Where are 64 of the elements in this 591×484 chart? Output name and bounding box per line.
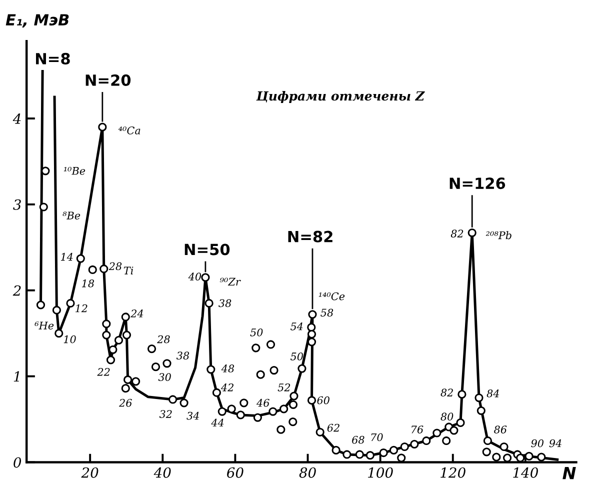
annotation: 60 bbox=[317, 396, 330, 404]
annotation: 94 bbox=[549, 439, 562, 448]
y-tick-label: 2 bbox=[12, 285, 21, 296]
annotation: 26 bbox=[118, 398, 132, 407]
annotation: ²⁰⁸Pb bbox=[486, 231, 512, 240]
annotation: 54 bbox=[290, 322, 303, 330]
annotation: 10 bbox=[64, 335, 76, 344]
y-axis-title: E₁, МэВ bbox=[6, 14, 69, 28]
annotation: 28 bbox=[108, 262, 122, 270]
x-tick-label: 100 bbox=[368, 467, 393, 478]
annotation: 44 bbox=[211, 418, 224, 426]
annotation: N=82 bbox=[288, 230, 332, 242]
annotation: 80 bbox=[440, 412, 454, 421]
annotation: 50 bbox=[250, 328, 263, 336]
annotation: 58 bbox=[320, 308, 334, 317]
annotation: Цифрами отмечены Z bbox=[256, 90, 425, 104]
x-tick-label: 120 bbox=[440, 467, 466, 478]
annotation: 70 bbox=[371, 433, 383, 442]
x-tick-label: 40 bbox=[154, 467, 171, 478]
annotation: ⁹⁰Zr bbox=[220, 278, 241, 286]
x-tick-label: 60 bbox=[227, 467, 244, 478]
annotation: ⁴⁰Ca bbox=[118, 126, 140, 134]
x-tick-label: 80 bbox=[299, 467, 316, 478]
annotation: ⁸Be bbox=[62, 212, 80, 220]
annotation: 12 bbox=[75, 304, 88, 312]
annotation: 22 bbox=[97, 368, 110, 376]
y-tick-label: 1 bbox=[14, 371, 19, 382]
annotation: 84 bbox=[486, 389, 500, 398]
annotation: 86 bbox=[494, 426, 507, 434]
x-tick-label: 140 bbox=[513, 467, 538, 478]
annotation: ¹⁴⁰Ce bbox=[318, 292, 345, 300]
annotation: 18 bbox=[82, 279, 94, 288]
annotation: Ti bbox=[124, 266, 134, 274]
annotation: N=8 bbox=[36, 52, 70, 64]
annotation: 82 bbox=[450, 230, 464, 238]
annotation: 34 bbox=[186, 412, 199, 420]
annotation: 40 bbox=[188, 272, 202, 280]
y-tick-label: 0 bbox=[14, 457, 22, 468]
annotation: N=20 bbox=[86, 74, 131, 86]
annotation: 48 bbox=[221, 364, 234, 372]
annotation: 32 bbox=[159, 410, 172, 418]
annotation: 50 bbox=[290, 352, 303, 360]
annotation: N=126 bbox=[450, 178, 506, 190]
x-tick-label: 20 bbox=[81, 467, 98, 478]
annotation: 24 bbox=[130, 310, 144, 318]
annotation: 30 bbox=[158, 373, 171, 382]
annotation: 42 bbox=[220, 383, 234, 392]
annotation: 52 bbox=[278, 383, 290, 392]
annotation: 38 bbox=[176, 352, 190, 360]
y-tick-label: 3 bbox=[13, 199, 21, 210]
x-axis-title: N bbox=[562, 466, 576, 480]
annotation: ⁶He bbox=[34, 322, 54, 330]
annotation: 38 bbox=[218, 299, 232, 308]
annotation: 28 bbox=[157, 335, 170, 344]
annotation: 14 bbox=[60, 252, 73, 261]
annotation: N=50 bbox=[184, 244, 230, 256]
annotation: ¹⁰Be bbox=[64, 166, 86, 175]
annotation: 68 bbox=[352, 436, 364, 444]
y-tick-label: 4 bbox=[12, 113, 21, 124]
annotation: 62 bbox=[327, 424, 340, 432]
annotation: 76 bbox=[412, 426, 424, 434]
annotation: 82 bbox=[440, 388, 453, 396]
annotation: 46 bbox=[256, 398, 270, 407]
annotation: 90 bbox=[531, 439, 544, 448]
